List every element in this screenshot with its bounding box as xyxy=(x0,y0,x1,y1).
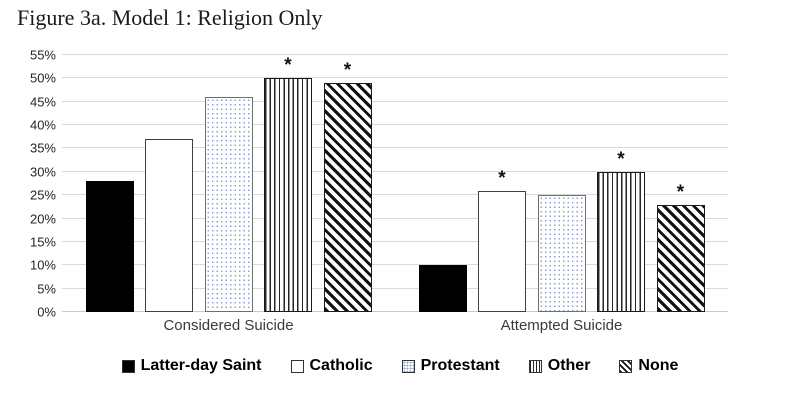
y-axis-tick-label-45: 45% xyxy=(29,94,56,110)
significance-marker: * xyxy=(498,167,506,189)
y-axis-labels: 0% 5% 10% 15% 20% 25% 30% 35% 40% 45% 50% 55% xyxy=(0,49,56,319)
bar-none-1: * xyxy=(656,182,705,312)
legend-label: Latter-day Saint xyxy=(140,357,262,374)
bar-none-0: * xyxy=(323,60,372,312)
bar-group-1: * * * xyxy=(395,55,728,312)
bar-group-0: * * xyxy=(62,55,395,312)
gridline-0 xyxy=(62,311,728,312)
plain-swatch-icon xyxy=(290,359,304,373)
vstripes-swatch-icon xyxy=(528,359,542,373)
legend-item-other: Other xyxy=(528,357,591,375)
y-axis-tick-label-15: 15% xyxy=(29,234,56,250)
legend-label: Catholic xyxy=(309,357,373,374)
y-axis-tick-label-40: 40% xyxy=(29,117,56,133)
bar-other-0: * xyxy=(264,55,312,312)
plot-area: * * * * * xyxy=(62,54,728,312)
dots-swatch-icon xyxy=(401,359,415,373)
category-label-considered-suicide: Considered Suicide xyxy=(163,317,294,334)
gridline-40 xyxy=(62,124,728,126)
gridline-25 xyxy=(62,194,728,196)
y-axis-tick-label-0: 0% xyxy=(37,304,56,320)
legend-item-protestant: Protestant xyxy=(401,357,500,375)
legend-item-none: None xyxy=(619,357,678,375)
bar-catholic-1: * xyxy=(478,168,526,312)
bar-catholic-0 xyxy=(145,139,193,312)
x-axis-labels: Considered Suicide Attempted Suicide xyxy=(62,317,728,334)
legend-item-latter-day-saint: Latter-day Saint xyxy=(121,357,262,375)
legend: Latter-day Saint Catholic Protestant Other N… xyxy=(0,357,800,375)
y-axis-tick-label-50: 50% xyxy=(29,70,56,86)
gridline-50 xyxy=(62,77,728,79)
gridline-10 xyxy=(62,264,728,266)
y-axis-tick-label-20: 20% xyxy=(29,211,56,227)
y-axis-tick-label-25: 25% xyxy=(29,187,56,203)
bar-latter-day-saint-0 xyxy=(85,181,134,312)
gridline-30 xyxy=(62,170,728,172)
bar-groups: * * * * * xyxy=(62,55,728,312)
gridline-45 xyxy=(62,100,728,102)
solid-swatch-icon xyxy=(121,359,135,373)
bar-latter-day-saint-1 xyxy=(418,265,467,312)
gridline-5 xyxy=(62,287,728,289)
significance-marker: * xyxy=(343,60,352,82)
legend-label: Other xyxy=(547,357,591,374)
legend-label: None xyxy=(638,357,679,374)
legend-item-catholic: Catholic xyxy=(290,357,373,375)
legend-label: Protestant xyxy=(420,357,500,374)
figure-title: Figure 3a. Model 1: Religion Only xyxy=(17,5,323,30)
bar-other-1: * xyxy=(597,149,645,312)
y-axis-tick-label-5: 5% xyxy=(37,281,56,297)
gridline-15 xyxy=(62,240,728,242)
gridline-35 xyxy=(62,147,728,149)
y-axis-tick-label-35: 35% xyxy=(29,140,56,156)
y-axis-tick-label-55: 55% xyxy=(29,47,56,63)
bar-protestant-1 xyxy=(537,195,586,312)
gridlines xyxy=(62,54,728,312)
bar-protestant-0 xyxy=(204,97,253,312)
y-axis-tick-label-30: 30% xyxy=(29,164,56,180)
significance-marker: * xyxy=(676,181,685,203)
dstripes-swatch-icon xyxy=(619,359,633,373)
significance-marker: * xyxy=(617,148,625,170)
gridline-20 xyxy=(62,217,728,219)
significance-marker: * xyxy=(284,55,292,77)
gridline-55 xyxy=(62,54,728,55)
category-label-attempted-suicide: Attempted Suicide xyxy=(500,317,623,334)
y-axis-tick-label-10: 10% xyxy=(29,257,56,273)
